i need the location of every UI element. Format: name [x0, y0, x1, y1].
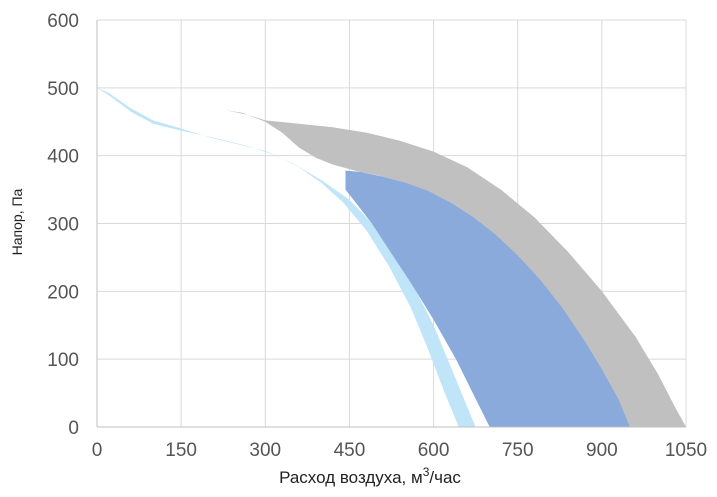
x-tick-label: 900 [586, 440, 618, 461]
axes [96, 20, 686, 428]
x-tick-label: 450 [334, 440, 366, 461]
x-tick-label: 750 [502, 440, 534, 461]
y-tick-label: 500 [47, 79, 79, 100]
band-3 [345, 170, 630, 427]
y-tick-labels: 0 100 200 300 400 500 600 [47, 11, 79, 439]
y-tick-label: 400 [47, 147, 79, 168]
x-tick-label: 0 [92, 440, 103, 461]
y-tick-label: 300 [47, 215, 79, 236]
x-tick-label: 150 [165, 440, 197, 461]
data-bands [97, 87, 686, 428]
x-tick-labels: 0 150 300 450 600 750 900 1050 [92, 440, 707, 461]
y-tick-label: 100 [47, 350, 79, 371]
y-tick-label: 200 [47, 282, 79, 303]
x-tick-label: 300 [249, 440, 281, 461]
y-axis-label: Напор, Па [9, 188, 25, 255]
band-1 [97, 87, 686, 428]
y-tick-label: 0 [68, 418, 79, 439]
x-tick-label: 1050 [665, 440, 707, 461]
x-tick-label: 600 [418, 440, 450, 461]
y-tick-label: 600 [47, 11, 79, 32]
x-axis-label: Расход воздуха, м3/час [279, 465, 461, 487]
